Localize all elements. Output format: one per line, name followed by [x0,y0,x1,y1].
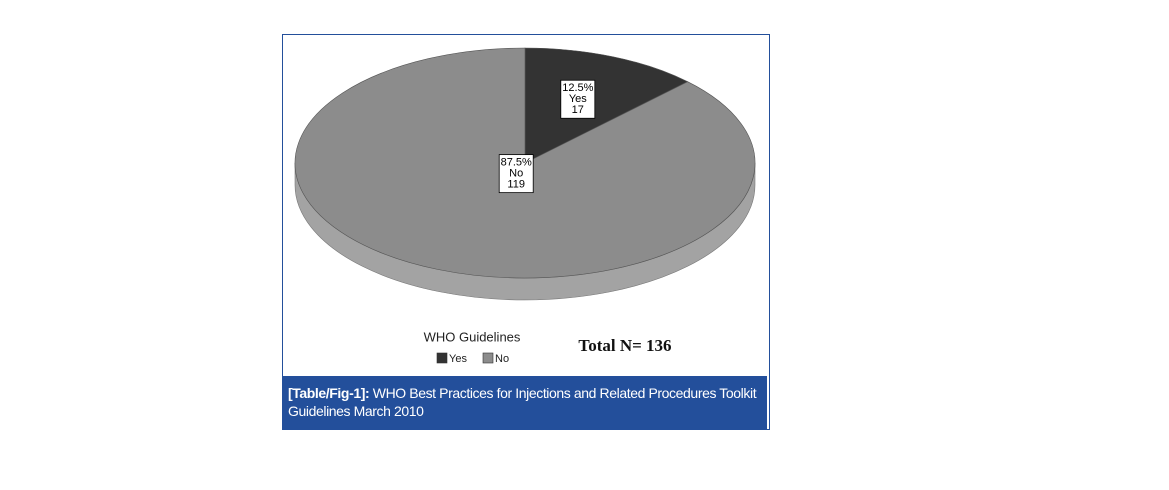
data-label-category: Yes [569,93,587,105]
data-label-category: No [509,168,523,180]
caption-label: [Table/Fig-1]: [288,385,370,401]
annotation: Total N= 136 [578,336,671,355]
caption-text: WHO Best Practices for Injections and Re… [288,385,757,419]
data-label-percent: 12.5% [562,82,593,94]
legend-title: WHO Guidelines [424,329,521,344]
data-label-box [560,79,596,119]
legend-label: Yes [449,353,467,365]
legend-swatch [482,352,494,364]
legend-label: No [495,353,509,365]
caption: [Table/Fig-1]: WHO Best Practices for In… [283,376,767,429]
data-label-count: 119 [507,179,525,191]
data-label-percent: 87.5% [501,157,532,169]
pie-slice [524,47,689,164]
data-label-box [498,154,534,194]
data-label-count: 17 [572,104,584,116]
legend-swatch [436,352,448,364]
